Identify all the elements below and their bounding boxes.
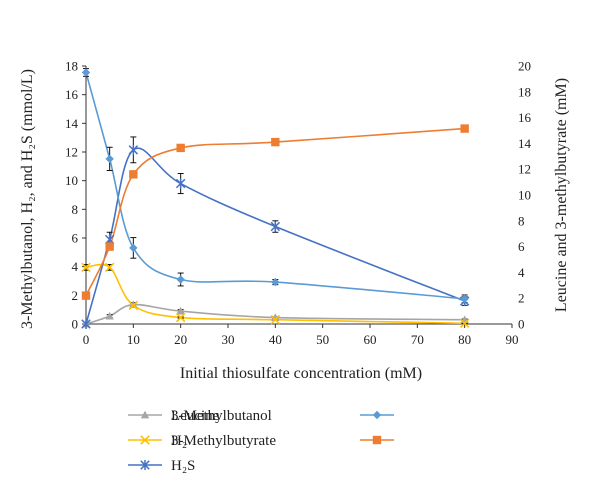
- data-point-leucine: [460, 294, 469, 304]
- data-point-h-s: [175, 178, 186, 189]
- legend-label: 3-Methylbutyrate: [171, 433, 276, 449]
- x-tick-label: 30: [222, 332, 235, 347]
- x-axis-ticks: 0 10 20 30 40 50 60 70 80 90: [83, 324, 519, 347]
- legend-label: Leucine: [171, 408, 220, 424]
- y-left-tick-label: 6: [72, 231, 79, 246]
- series-line-leucine: [85, 72, 465, 300]
- legend-item-3-methylbutanol: 3-Methylbutanol: [128, 408, 272, 424]
- data-point-3-methylbutyrate: [105, 242, 114, 251]
- x-tick-label: 90: [506, 332, 519, 347]
- y-right-tick-label: 18: [518, 84, 531, 99]
- x-tick-label: 50: [316, 332, 329, 347]
- y-left-tick-label: 14: [65, 116, 79, 131]
- data-point-h: [81, 262, 91, 273]
- y-right-tick-label: 14: [518, 136, 532, 151]
- data-point-leucine: [176, 275, 185, 284]
- y-right-tick-label: 4: [518, 265, 525, 280]
- y-left-tick-label: 16: [65, 87, 79, 102]
- legend-item-h: H₂: [128, 433, 187, 449]
- legend-marker-3-methylbutyrate: [372, 435, 382, 445]
- legend-label: H₂: [171, 433, 187, 449]
- series-line-3-methylbutyrate: [85, 127, 465, 296]
- data-point-3-methylbutanol: [105, 311, 114, 320]
- data-point-leucine: [105, 154, 114, 164]
- data-point-h-s: [81, 318, 91, 330]
- y-right-tick-label: 10: [518, 188, 531, 203]
- data-point-3-methylbutyrate: [460, 124, 469, 133]
- data-point-h: [128, 300, 139, 311]
- data-point-h: [104, 262, 115, 273]
- data-point-h-s: [270, 221, 281, 232]
- legend-label: H₂S: [171, 458, 195, 474]
- y-left-tick-label: 0: [72, 317, 79, 332]
- y-right-tick-label: 12: [518, 162, 531, 177]
- legend-marker-h: [140, 435, 150, 445]
- y-right-axis-title: Leucine and 3-methylbutyrate (mM): [553, 78, 570, 312]
- legend-marker-3-methylbutanol: [140, 410, 150, 419]
- data-point-leucine: [129, 243, 138, 253]
- y-right-tick-label: 6: [518, 239, 525, 254]
- y-right-tick-label: 8: [518, 213, 525, 228]
- data-point-leucine: [271, 277, 280, 287]
- y-left-tick-label: 8: [72, 202, 79, 217]
- legend-item-3-methylbutyrate: 3-Methylbutyrate: [171, 433, 394, 449]
- x-tick-label: 40: [269, 332, 282, 347]
- data-point-3-methylbutanol: [271, 313, 280, 321]
- legend-label: 3-Methylbutanol: [171, 408, 272, 424]
- x-tick-label: 0: [83, 332, 90, 347]
- data-point-h: [270, 314, 281, 325]
- x-tick-label: 10: [127, 332, 140, 347]
- data-point-3-methylbutanol: [176, 306, 185, 315]
- y-left-tick-label: 2: [72, 288, 79, 303]
- y-left-tick-label: 18: [65, 59, 78, 74]
- y-right-tick-label: 20: [518, 59, 531, 74]
- series-line-h-s: [85, 147, 465, 325]
- data-point-3-methylbutyrate: [129, 170, 138, 179]
- y-right-tick-label: 0: [518, 317, 525, 332]
- legend-item-h-s: H₂S: [128, 458, 195, 474]
- data-point-h-s: [128, 144, 139, 155]
- data-point-leucine: [81, 68, 91, 77]
- x-axis-title: Initial thiosulfate concentration (mM): [180, 365, 422, 382]
- plot-area: [81, 68, 470, 330]
- y-right-axis-ticks: 0 2 4 6 8 10 12 14 16 18 20: [518, 59, 532, 332]
- data-point-3-methylbutyrate: [176, 143, 185, 153]
- series-markers: [81, 68, 470, 330]
- legend-item-leucine: Leucine: [171, 408, 394, 424]
- y-left-tick-label: 4: [72, 259, 79, 274]
- y-right-tick-label: 16: [518, 110, 532, 125]
- x-tick-label: 60: [364, 332, 377, 347]
- y-left-axis-ticks: 0 2 4 6 8 10 12 14 16 18: [65, 59, 86, 332]
- legend-marker-leucine: [372, 410, 382, 420]
- y-right-tick-label: 2: [518, 291, 525, 306]
- data-point-3-methylbutyrate: [81, 291, 91, 300]
- x-tick-label: 70: [411, 332, 424, 347]
- y-left-axis-title: 3-Methylbutanol, H₂, and H₂S (mmol/L): [19, 69, 36, 329]
- axes: [85, 66, 512, 325]
- legend-marker-h-s: [140, 459, 150, 471]
- x-tick-label: 80: [458, 332, 471, 347]
- x-tick-label: 20: [174, 332, 187, 347]
- data-point-3-methylbutanol: [129, 300, 138, 309]
- y-left-tick-label: 10: [65, 173, 78, 188]
- data-point-3-methylbutyrate: [271, 137, 280, 147]
- data-point-h: [175, 312, 186, 323]
- data-point-h: [459, 318, 470, 329]
- y-left-tick-label: 12: [65, 145, 78, 160]
